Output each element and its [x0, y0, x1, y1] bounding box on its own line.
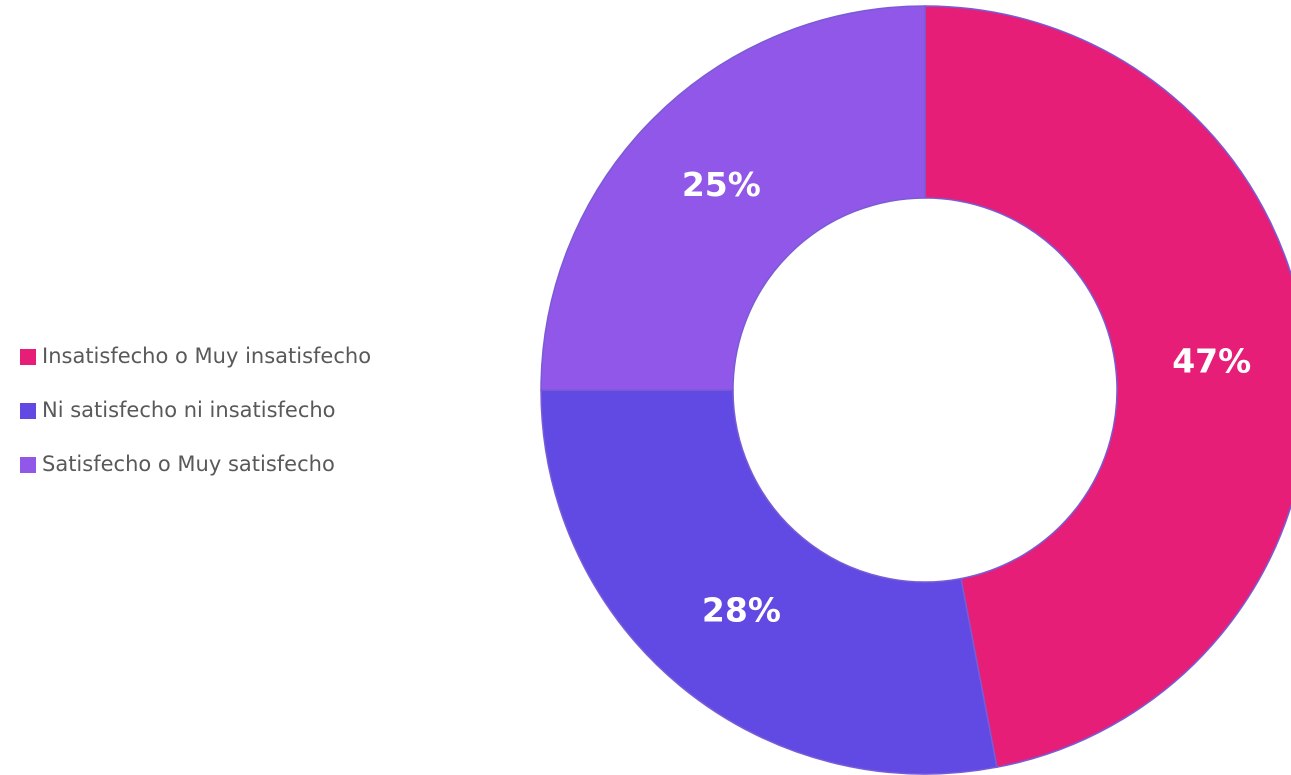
value-label: 28%	[702, 590, 781, 629]
donut-slice	[540, 389, 998, 775]
legend-swatch	[20, 457, 36, 473]
legend-label: Insatisfecho o Muy insatisfecho	[42, 344, 371, 368]
legend-label: Ni satisfecho ni insatisfecho	[42, 398, 336, 422]
legend-swatch	[20, 349, 36, 365]
donut-slice	[924, 5, 1291, 769]
donut-slice	[540, 5, 926, 391]
legend-label: Satisfecho o Muy satisfecho	[42, 452, 335, 476]
value-label: 25%	[682, 165, 761, 204]
value-label: 47%	[1172, 341, 1251, 380]
legend-swatch	[20, 403, 36, 419]
